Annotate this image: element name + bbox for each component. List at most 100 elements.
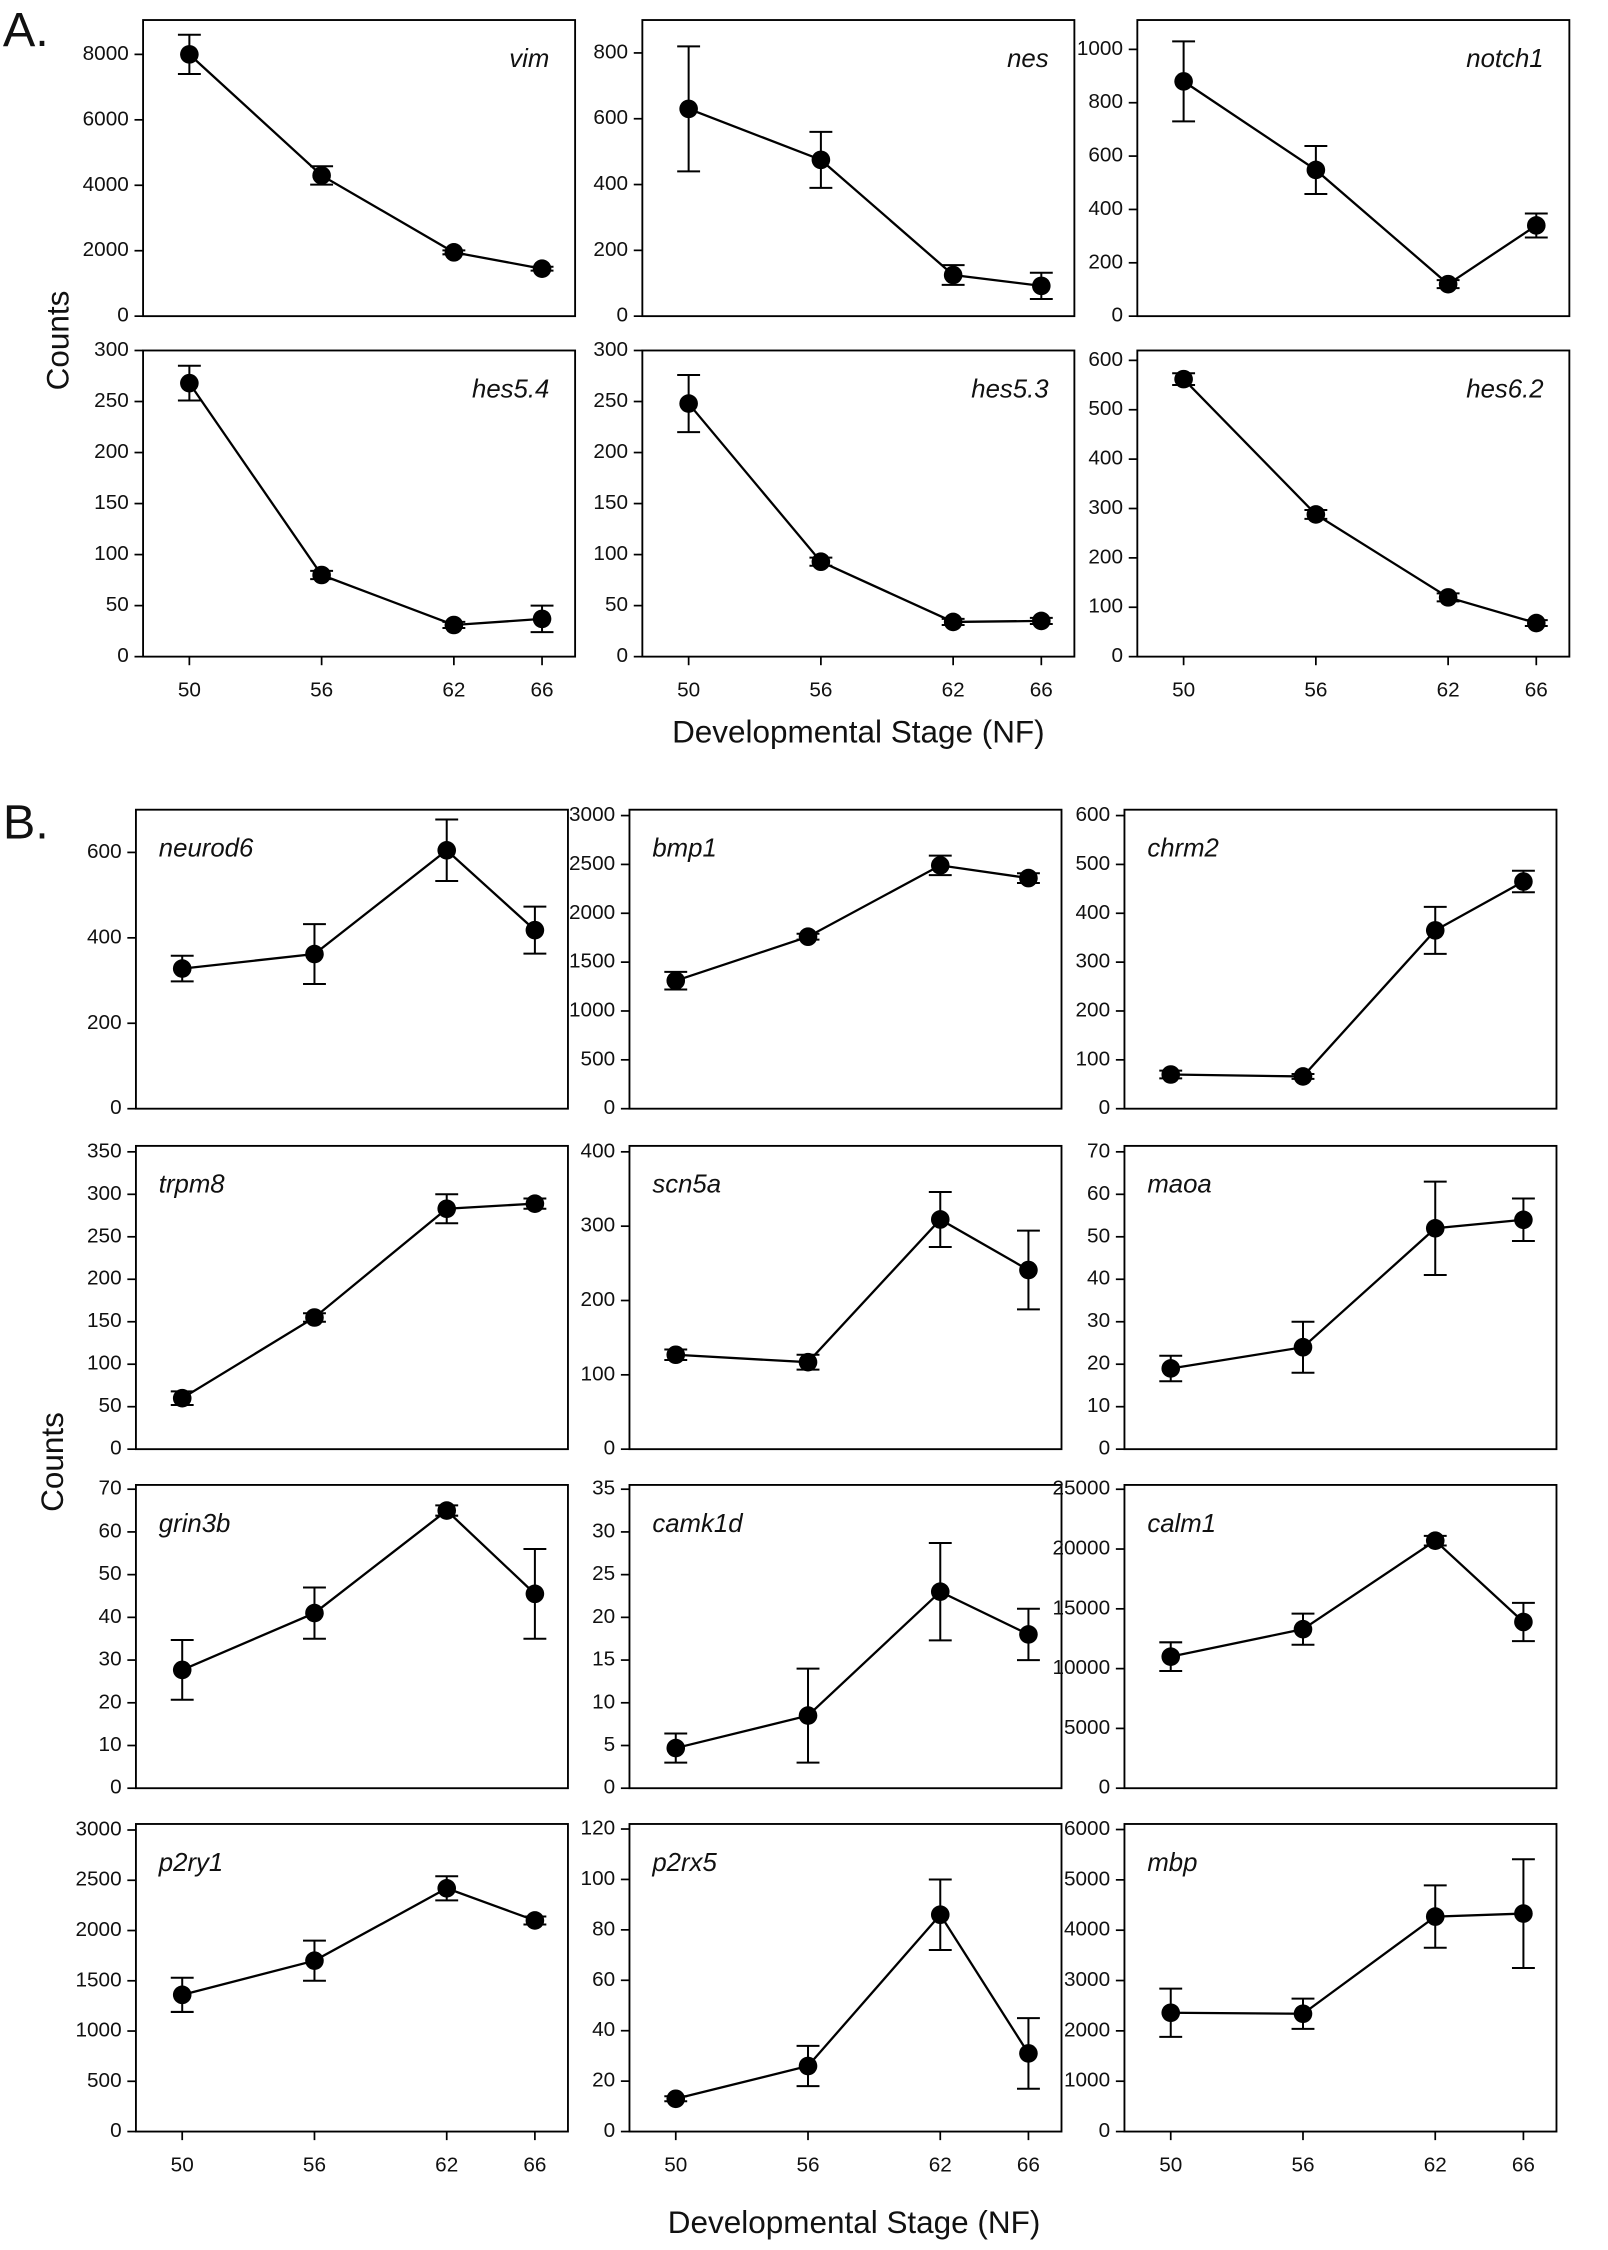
data-point [312,166,331,185]
x-tick-label: 66 [1512,2153,1535,2176]
data-line [181,1887,536,1996]
y-tick-label: 300 [94,338,129,361]
data-point [679,99,698,119]
x-tick-label: 56 [796,2153,819,2176]
y-tick-label: 70 [99,1477,122,1500]
y-tick-label: 0 [1099,1096,1111,1119]
data-point [930,1210,950,1229]
plot-frame [134,1144,569,1451]
y-tick-label: 100 [1088,595,1123,618]
y-tick-label: 0 [604,1437,616,1460]
data-point [679,394,698,413]
data-point [525,920,545,940]
gene-label: p2rx5 [651,1849,717,1877]
y-tick-label: 1000 [569,998,615,1021]
y-tick-label: 150 [94,491,129,514]
data-point [943,265,963,285]
data-point [1019,1625,1038,1644]
plot-frame [1123,1144,1558,1451]
data-line [687,402,1042,624]
y-tick-label: 800 [1088,90,1123,113]
y-tick-label: 2000 [83,238,129,261]
gene-label: chrm2 [1147,835,1219,863]
x-tick-label: 66 [523,2153,546,2176]
data-point [666,1345,686,1365]
y-tick-label: 10 [592,1690,615,1713]
y-tick-label: 600 [593,106,628,129]
data-point [811,150,831,170]
y-tick-label: 100 [94,542,129,565]
y-tick-label: 3000 [1064,1968,1110,1991]
data-point [1514,1210,1533,1230]
data-point [1019,868,1038,888]
y-tick-label: 40 [99,1605,122,1628]
y-tick-label: 20 [592,2069,615,2092]
x-tick-label: 56 [310,678,333,701]
data-line [1182,378,1537,625]
data-point [305,1603,324,1623]
y-tick-label: 800 [593,40,628,63]
plot-frame [134,808,569,1110]
y-tick-label: 1500 [75,1968,121,1991]
gene-label: hes6.2 [1466,375,1543,403]
y-tick-label: 0 [110,1776,122,1799]
data-point [1425,1531,1445,1550]
data-point [437,1199,457,1219]
data-point [172,1985,192,2005]
y-tick-label: 2500 [569,852,615,875]
x-tick-label: 50 [1159,2153,1182,2176]
gene-label: hes5.3 [971,375,1049,403]
y-tick-label: 600 [87,840,122,863]
data-point [172,959,192,978]
y-tick-label: 50 [99,1394,122,1417]
data-point [1032,611,1051,631]
data-point [798,1706,818,1725]
data-point [437,1501,457,1520]
data-line [675,1218,1030,1364]
x-tick-label: 56 [1304,678,1327,701]
data-point [1161,1359,1181,1378]
y-tick-label: 35 [592,1477,615,1500]
y-tick-label: 250 [94,389,129,412]
x-tick-label: 62 [442,678,465,701]
y-tick-label: 15000 [1052,1596,1110,1619]
data-point [1306,160,1326,180]
y-tick-label: 600 [1088,348,1123,371]
y-tick-label: 350 [87,1139,122,1162]
y-tick-label: 6000 [1064,1817,1110,1840]
y-axis-title: Counts [41,291,76,391]
y-tick-label: 300 [581,1214,616,1237]
x-tick-label: 62 [942,678,965,701]
data-point [798,927,818,947]
plot-frame [1136,349,1571,658]
data-line [688,107,1042,288]
data-line [188,382,543,627]
x-tick-label: 62 [435,2153,458,2176]
x-tick-label: 66 [1030,678,1053,701]
y-tick-label: 100 [593,542,628,565]
data-point [437,1879,457,1898]
data-line [675,864,1029,982]
y-tick-label: 50 [99,1562,122,1585]
y-tick-label: 400 [1088,447,1123,470]
y-tick-label: 15 [592,1648,615,1671]
plot-frame [628,1823,1063,2133]
gene-label: notch1 [1466,45,1543,73]
y-tick-label: 0 [604,1776,616,1799]
y-tick-label: 25000 [1052,1477,1110,1500]
y-tick-label: 60 [1087,1182,1110,1205]
y-tick-label: 0 [616,644,628,667]
y-tick-label: 5000 [1064,1867,1110,1890]
y-tick-label: 150 [593,491,628,514]
y-tick-label: 200 [1088,545,1123,568]
data-point [172,1388,192,1408]
gene-label: scn5a [652,1171,721,1199]
gene-label: neurod6 [159,835,254,863]
data-point [180,373,199,393]
data-point [666,1738,686,1758]
y-tick-label: 0 [1111,304,1123,327]
data-point [1425,921,1445,940]
data-point [172,1660,192,1680]
y-tick-label: 120 [581,1817,616,1840]
